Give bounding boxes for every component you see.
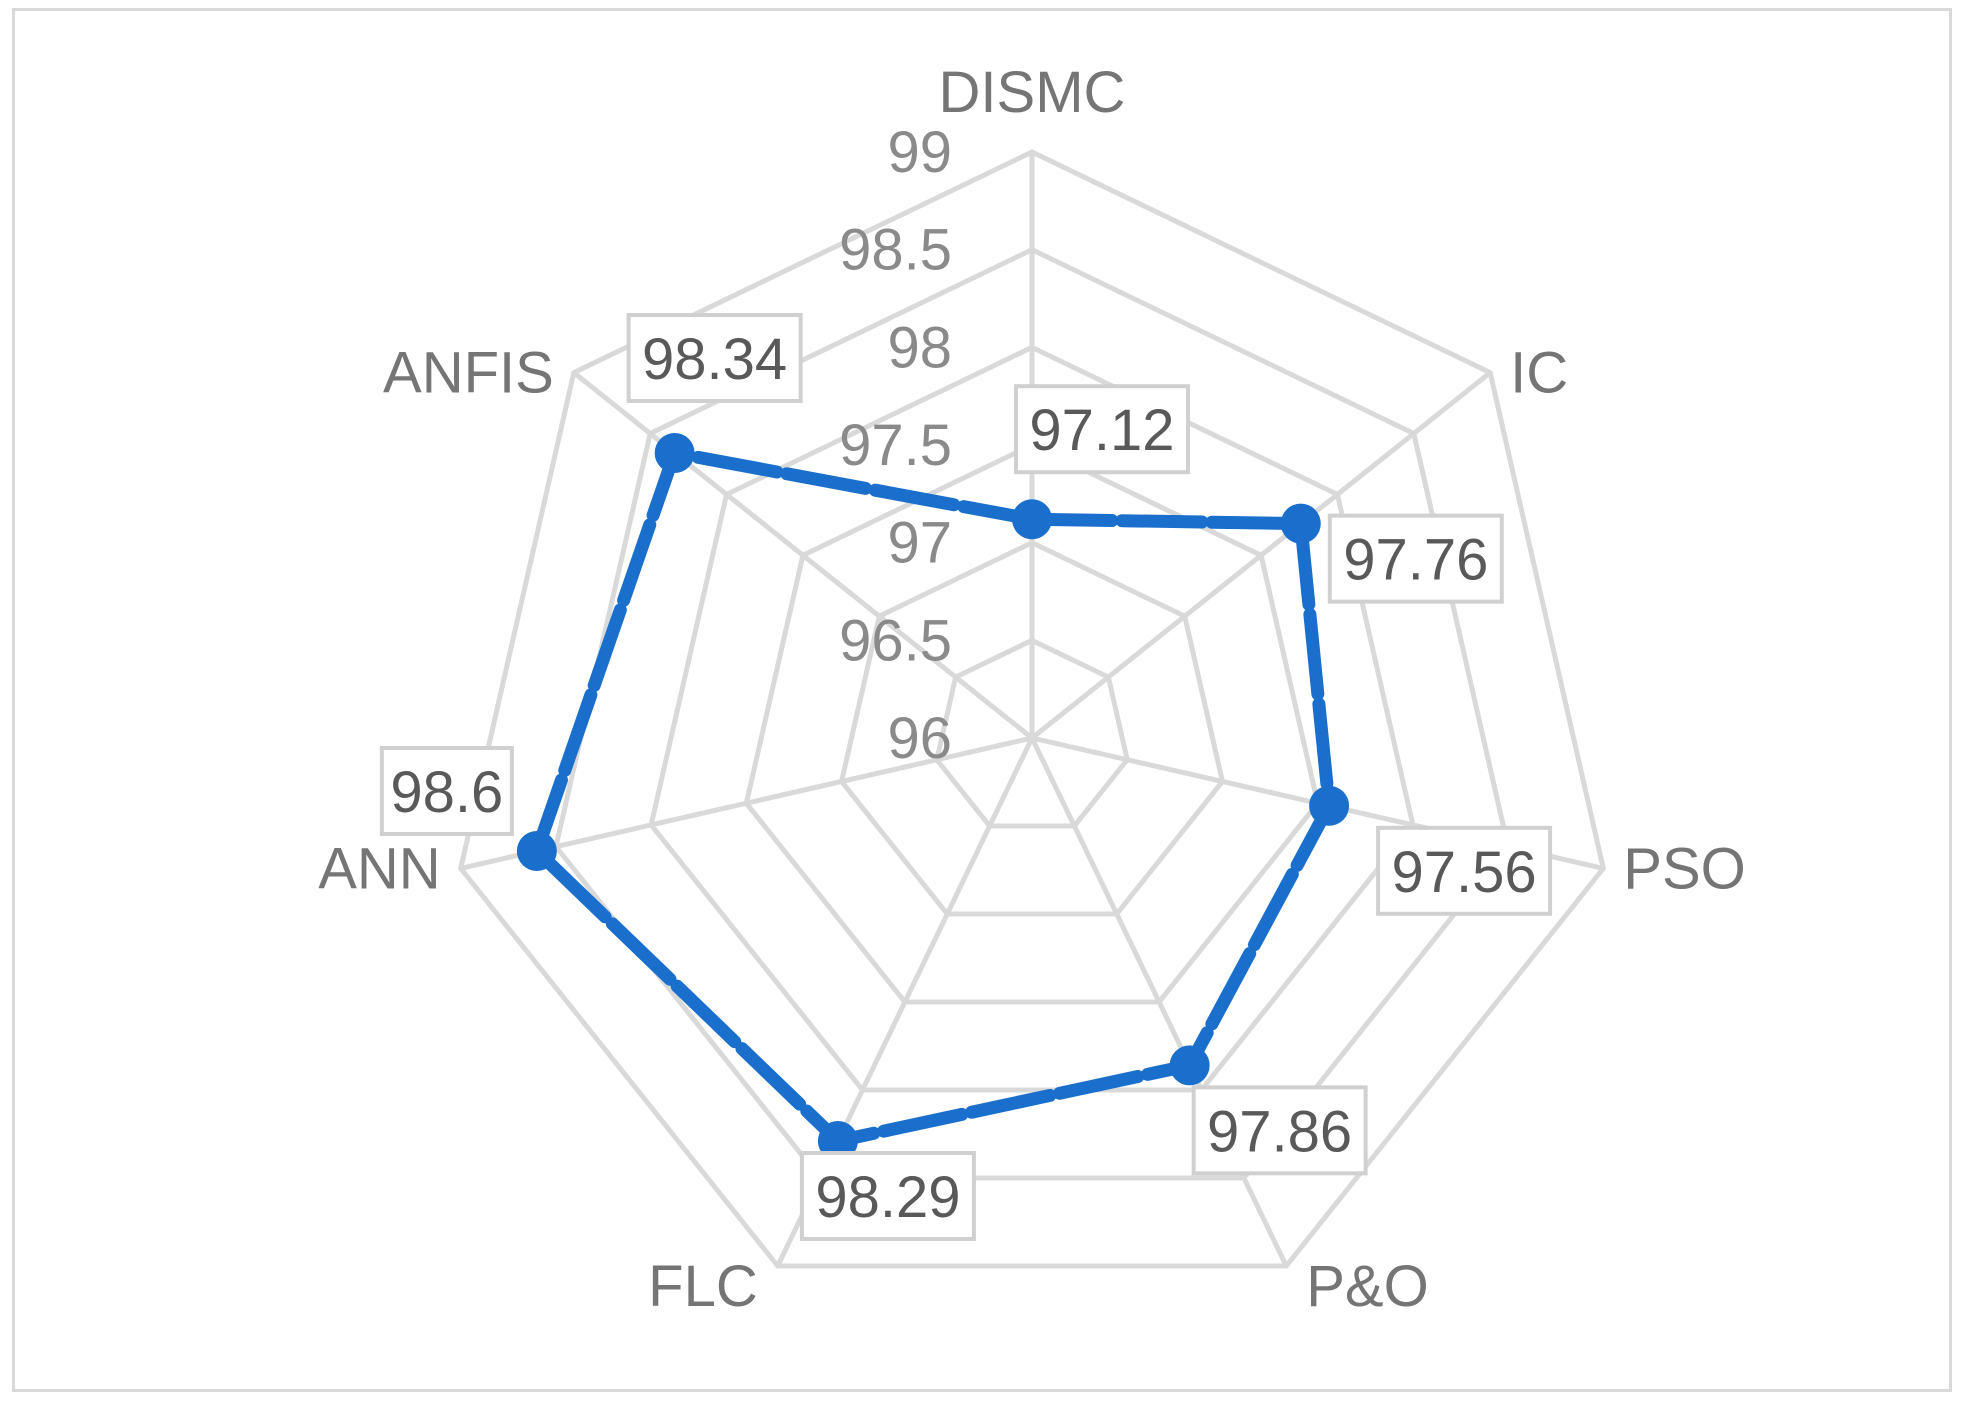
- data-point-dismc: [1012, 499, 1052, 540]
- data-labels: 97.12 97.76 97.56 97.86 98.29 98.6 98.34: [379, 313, 1553, 1242]
- series-layer: [516, 433, 1350, 1162]
- data-label-box-p-o: [1191, 1085, 1368, 1176]
- data-label-box-ann: [379, 746, 514, 837]
- data-point-ann: [516, 831, 557, 872]
- grid-ring-1: [934, 637, 1130, 829]
- spoke-anfis: [572, 370, 1034, 740]
- data-label-ic: 97.76: [1343, 528, 1488, 593]
- grid-ring-6: [457, 149, 1607, 1269]
- category-label-p-o: P&O: [1306, 1254, 1429, 1319]
- spoke-p-o: [1029, 736, 1289, 1268]
- radar-grid: [457, 149, 1607, 1269]
- data-point-anfis: [654, 433, 695, 474]
- category-label-ic: IC: [1510, 341, 1568, 406]
- data-label-flc: 98.29: [815, 1165, 960, 1230]
- category-label-pso: PSO: [1623, 836, 1746, 901]
- data-label-p-o: 97.86: [1207, 1099, 1352, 1164]
- data-label-box-pso: [1376, 825, 1553, 916]
- grid-ring-3: [743, 442, 1321, 1005]
- data-label-ann: 98.6: [390, 760, 503, 825]
- radial-tick-labels: 96 96.5 97 97.5 98 98.5 99: [839, 120, 952, 771]
- data-label-box-dismc: [1014, 384, 1190, 475]
- grid-ring-5: [553, 246, 1511, 1181]
- tick-label-3: 97.5: [839, 413, 952, 478]
- spoke-ic: [1030, 370, 1492, 740]
- category-label-dismc: DISMC: [939, 60, 1126, 125]
- data-label-box-anfis: [626, 313, 803, 404]
- category-label-anfis: ANFIS: [383, 341, 554, 406]
- data-label-pso: 97.56: [1392, 840, 1537, 905]
- data-label-anfis: 98.34: [642, 327, 787, 392]
- data-label-box-flc: [799, 1151, 976, 1242]
- data-label-box-ic: [1327, 513, 1504, 604]
- category-label-flc: FLC: [648, 1254, 758, 1319]
- tick-label-2: 97: [887, 511, 952, 576]
- category-label-ann: ANN: [318, 836, 440, 901]
- data-label-dismc: 97.12: [1029, 398, 1174, 463]
- data-point-p-o: [1169, 1045, 1210, 1086]
- tick-label-6: 99: [887, 120, 952, 185]
- data-point-pso: [1309, 785, 1350, 826]
- tick-label-1: 96.5: [839, 608, 952, 673]
- category-labels: DISMC IC PSO P&O FLC ANN ANFIS: [318, 60, 1746, 1319]
- series-line: [530, 446, 1336, 1148]
- grid-ring-2: [838, 539, 1226, 917]
- tick-label-5: 98.5: [839, 218, 952, 283]
- tick-label-4: 98: [887, 315, 952, 380]
- tick-label-0: 96: [887, 706, 952, 771]
- data-point-ic: [1280, 503, 1321, 544]
